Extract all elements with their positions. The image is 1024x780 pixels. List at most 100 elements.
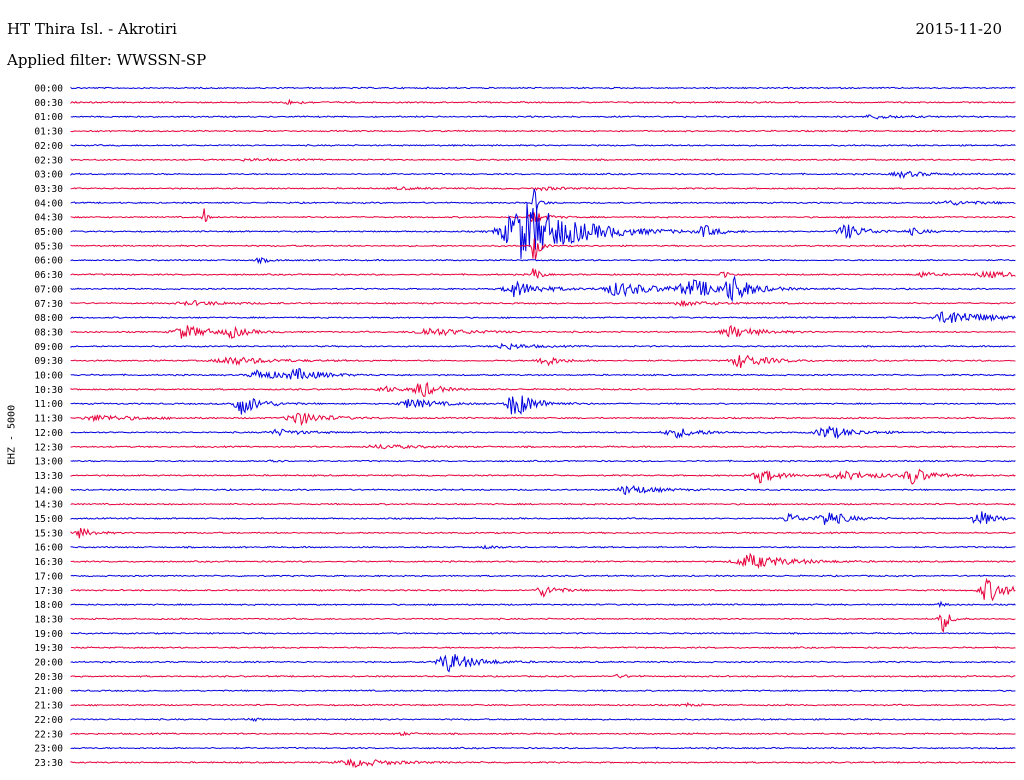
time-tick-label: 01:30: [34, 127, 63, 138]
seismic-trace-row: [70, 673, 1016, 679]
time-tick-label: 19:00: [34, 629, 63, 640]
seismic-trace-row: [70, 381, 1016, 398]
time-tick-label: 20:00: [34, 658, 63, 669]
time-tick-label: 13:30: [34, 471, 63, 482]
time-tick-label: 03:00: [34, 170, 63, 181]
time-tick-label: 01:00: [34, 112, 63, 123]
time-tick-label: 17:00: [34, 571, 63, 582]
seismic-trace-row: [70, 114, 1016, 120]
seismic-trace-row: [70, 600, 1016, 609]
seismic-trace-row: [70, 544, 1016, 550]
seismic-trace-row: [70, 426, 1016, 440]
seismic-trace-row: [70, 468, 1016, 485]
seismic-trace-row: [70, 527, 1016, 539]
time-tick-label: 12:00: [34, 428, 63, 439]
time-tick-label: 12:30: [34, 442, 63, 453]
seismic-trace-row: [70, 354, 1016, 368]
time-tick-label: 16:30: [34, 557, 63, 568]
seismic-trace-row: [70, 268, 1016, 280]
seismic-trace-row: [70, 689, 1016, 693]
time-tick-label: 10:00: [34, 371, 63, 382]
time-tick-label: 19:30: [34, 643, 63, 654]
time-tick-label: 11:00: [34, 399, 63, 410]
time-tick-label: 11:30: [34, 414, 63, 425]
time-tick-label: 05:30: [34, 241, 63, 252]
time-tick-label: 17:30: [34, 586, 63, 597]
seismic-trace-row: [70, 143, 1016, 147]
time-tick-label: 16:00: [34, 543, 63, 554]
seismic-trace-row: [70, 238, 1016, 260]
time-tick-label: 15:00: [34, 514, 63, 525]
seismic-trace-row: [70, 299, 1016, 308]
time-tick-label: 22:30: [34, 729, 63, 740]
time-tick-label: 14:30: [34, 500, 63, 511]
time-tick-label: 05:00: [34, 227, 63, 238]
time-tick-label: 02:00: [34, 141, 63, 152]
seismic-trace-row: [70, 459, 1016, 463]
time-tick-label: 09:00: [34, 342, 63, 353]
seismic-trace-row: [70, 202, 1016, 259]
time-tick-label: 18:00: [34, 600, 63, 611]
seismic-trace-row: [70, 129, 1016, 133]
time-tick-label: 06:30: [34, 270, 63, 281]
time-tick-label: 07:00: [34, 284, 63, 295]
seismic-trace-row: [70, 170, 1016, 180]
time-tick-label: 23:30: [34, 758, 63, 769]
applied-filter-label: Applied filter: WWSSN-SP: [7, 51, 207, 69]
time-tick-label: 13:00: [34, 457, 63, 468]
record-date: 2015-11-20: [915, 20, 1002, 38]
time-tick-label: 08:30: [34, 327, 63, 338]
time-tick-label: 03:30: [34, 184, 63, 195]
seismic-trace-row: [70, 702, 1016, 708]
seismic-trace-row: [70, 342, 1016, 351]
seismic-trace-row: [70, 511, 1016, 525]
seismic-trace-row: [70, 208, 1016, 223]
seismic-trace-row: [70, 758, 1016, 768]
seismic-trace-row: [70, 717, 1016, 722]
seismic-trace-row: [70, 730, 1016, 737]
seismic-trace-row: [70, 577, 1016, 602]
seismic-trace-row: [70, 188, 1016, 211]
seismic-trace-row: [70, 614, 1016, 633]
seismic-trace-row: [70, 746, 1016, 750]
time-tick-label: 02:30: [34, 155, 63, 166]
time-tick-label: 09:30: [34, 356, 63, 367]
time-tick-label: 22:00: [34, 715, 63, 726]
seismic-trace-row: [70, 485, 1016, 496]
seismic-trace-row: [70, 646, 1016, 650]
time-tick-label: 15:30: [34, 528, 63, 539]
time-tick-label: 20:30: [34, 672, 63, 683]
time-tick-label: 21:30: [34, 701, 63, 712]
seismic-trace-row: [70, 574, 1016, 578]
seismic-trace-row: [70, 157, 1016, 162]
seismic-trace-row: [70, 367, 1016, 380]
seismic-trace-row: [70, 552, 1016, 570]
seismic-trace-row: [70, 256, 1016, 265]
time-tick-label: 07:30: [34, 299, 63, 310]
seismic-trace-row: [70, 631, 1016, 635]
time-tick-label: 23:00: [34, 744, 63, 755]
seismic-trace-row: [70, 324, 1016, 340]
seismic-trace-row: [70, 443, 1016, 450]
time-tick-label: 21:00: [34, 686, 63, 697]
time-tick-label: 14:00: [34, 485, 63, 496]
time-tick-label: 04:00: [34, 198, 63, 209]
seismic-trace-row: [70, 395, 1016, 415]
seismic-trace-row: [70, 98, 1016, 106]
time-tick-label: 08:00: [34, 313, 63, 324]
time-tick-label: 10:30: [34, 385, 63, 396]
seismic-trace-row: [70, 654, 1016, 673]
station-title: HT Thira Isl. - Akrotiri: [7, 20, 177, 38]
seismic-trace-row: [70, 412, 1016, 427]
time-tick-label: 00:00: [34, 84, 63, 95]
time-tick-label: 06:00: [34, 256, 63, 267]
seismic-trace-row: [70, 86, 1016, 90]
seismic-trace-row: [70, 502, 1016, 506]
seismic-trace-row: [70, 275, 1016, 303]
time-tick-label: 04:30: [34, 213, 63, 224]
seismic-trace-row: [70, 311, 1016, 324]
time-tick-label: 00:30: [34, 98, 63, 109]
time-tick-label: 18:30: [34, 614, 63, 625]
